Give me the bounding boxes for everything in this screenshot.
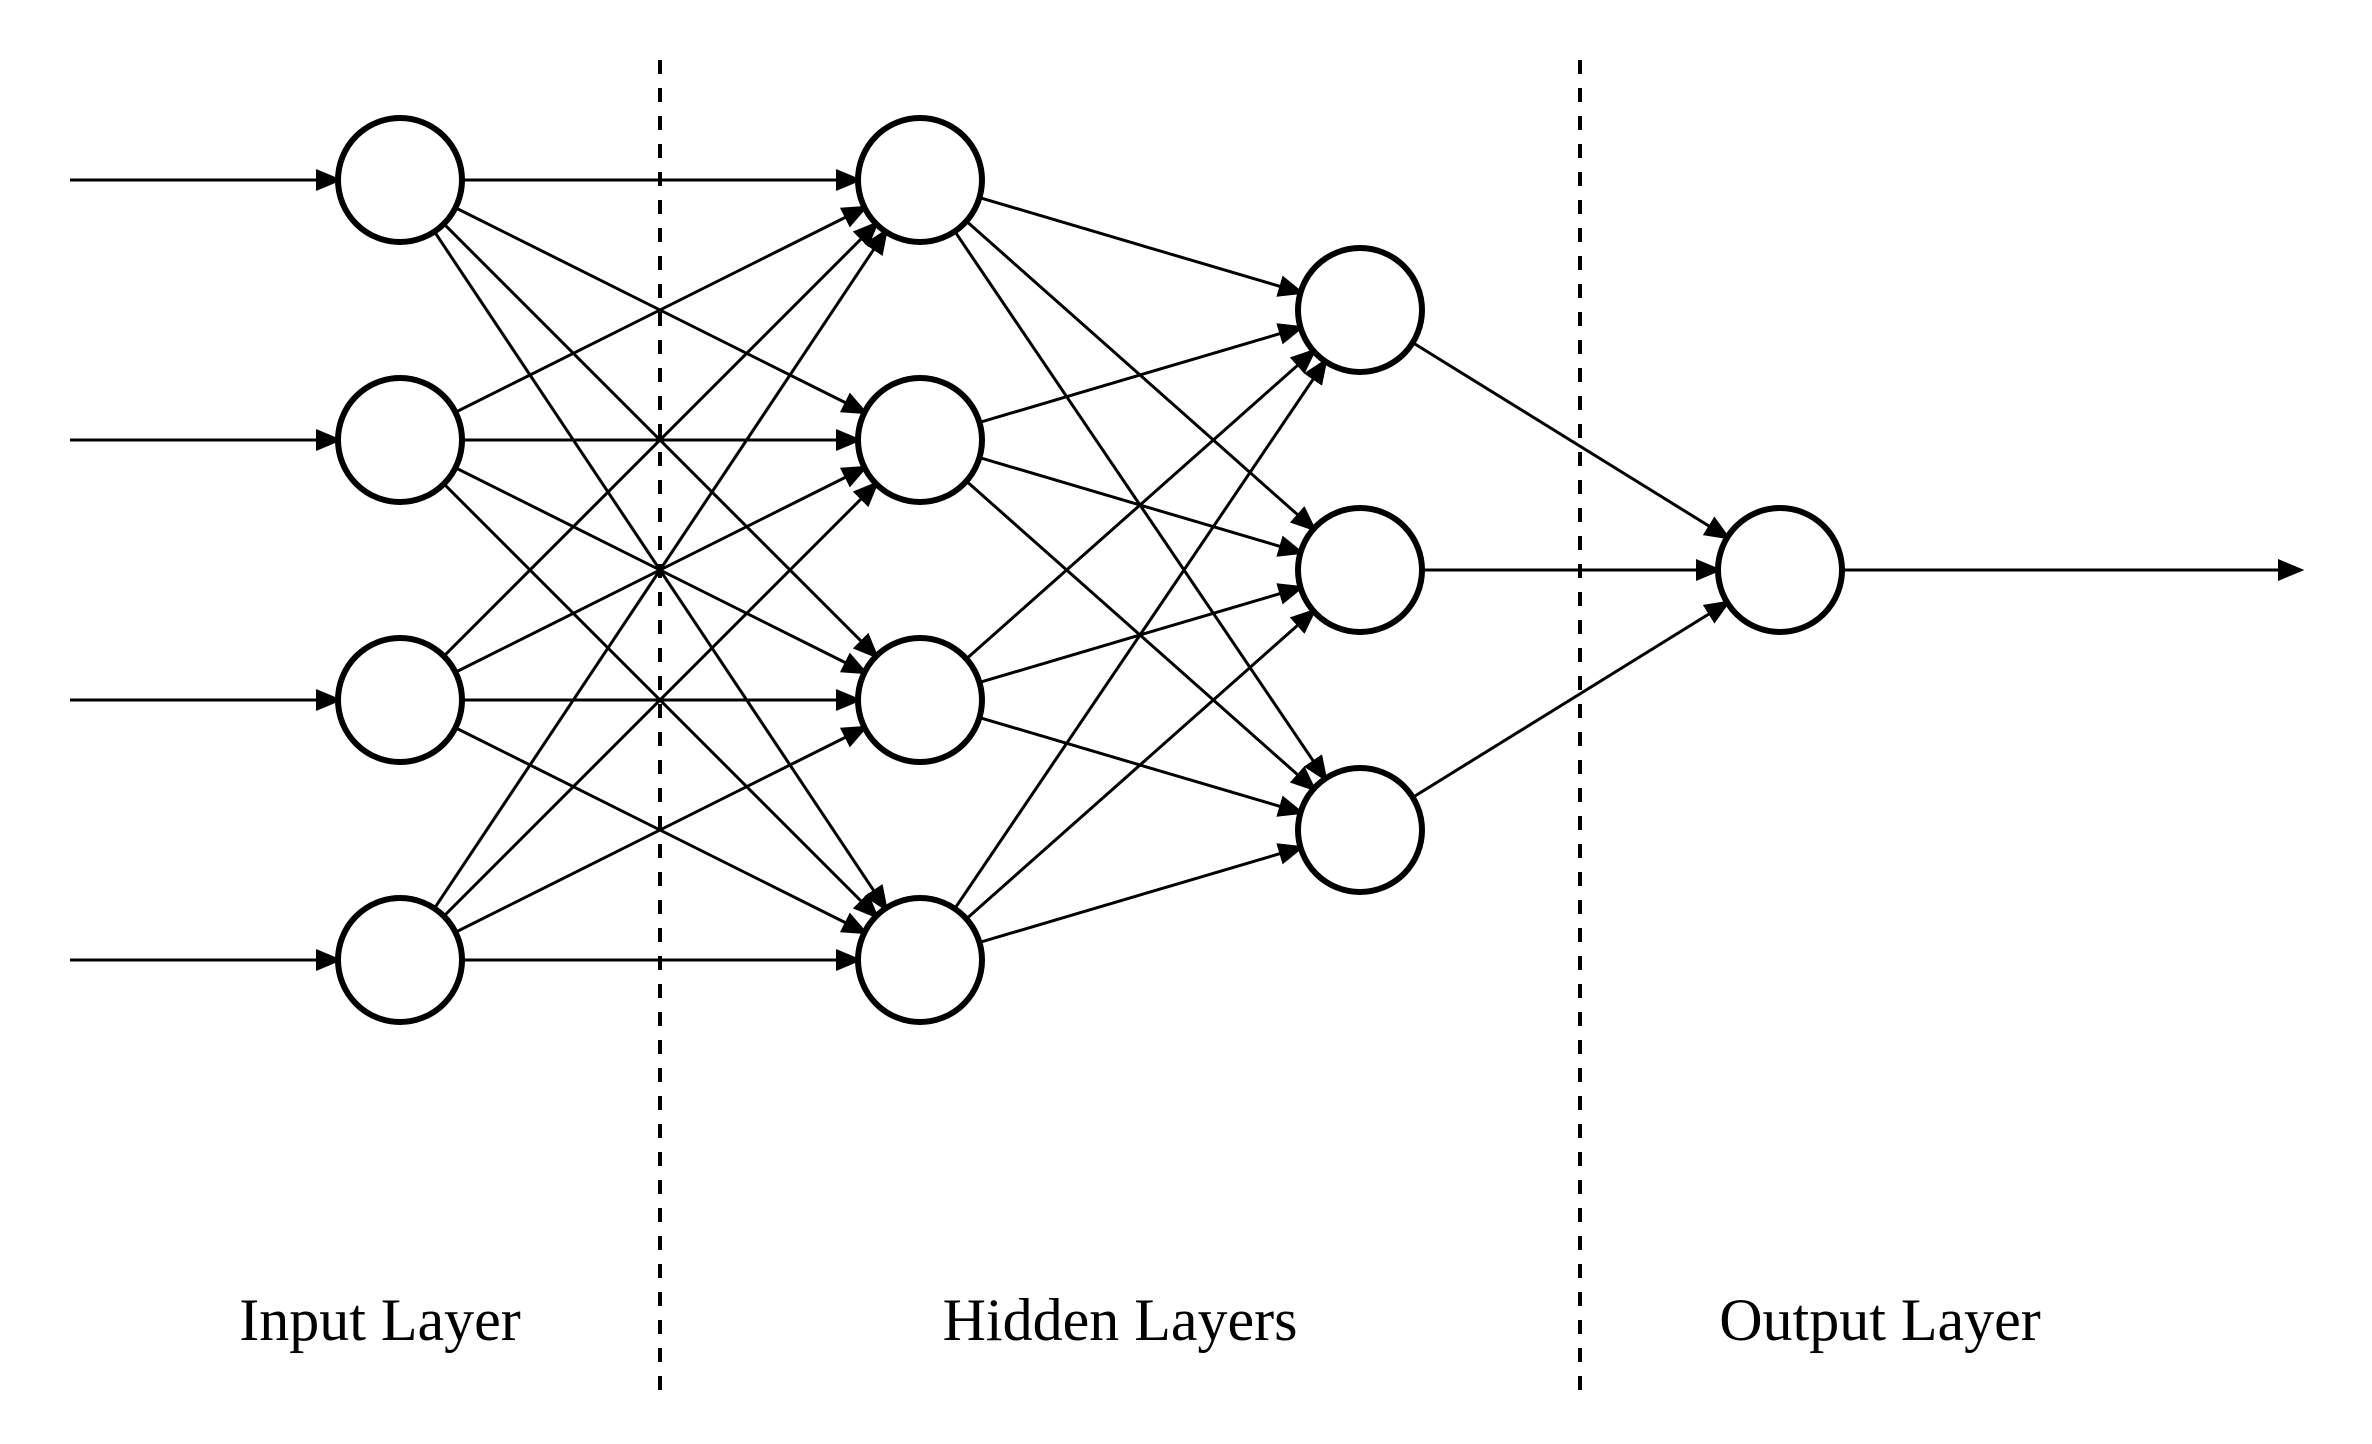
edge-1-3-2-0 <box>955 361 1325 908</box>
label-input: Input Layer <box>239 1287 521 1353</box>
node-input-2 <box>338 638 462 762</box>
node-hidden2-2 <box>1298 768 1422 892</box>
node-hidden2-1 <box>1298 508 1422 632</box>
node-input-3 <box>338 898 462 1022</box>
node-hidden1-1 <box>858 378 982 502</box>
edge-1-3-2-2 <box>979 848 1300 943</box>
node-hidden1-3 <box>858 898 982 1022</box>
edge-1-0-2-0 <box>979 198 1300 293</box>
label-hidden: Hidden Layers <box>943 1287 1298 1353</box>
edge-1-2-2-0 <box>966 351 1313 659</box>
edge-1-3-2-1 <box>966 611 1313 919</box>
neural-network-diagram: Input Layer Hidden Layers Output Layer <box>0 0 2372 1444</box>
edge-2-2-3-0 <box>1413 603 1728 798</box>
edges-group <box>70 180 2300 960</box>
node-hidden1-2 <box>858 638 982 762</box>
node-input-0 <box>338 118 462 242</box>
node-hidden1-0 <box>858 118 982 242</box>
node-output-0 <box>1718 508 1842 632</box>
label-output: Output Layer <box>1719 1287 2041 1353</box>
node-input-1 <box>338 378 462 502</box>
dividers-group <box>660 60 1580 1400</box>
node-hidden2-0 <box>1298 248 1422 372</box>
edge-1-1-2-0 <box>979 328 1300 423</box>
labels-group: Input Layer Hidden Layers Output Layer <box>239 1287 2041 1353</box>
edge-2-0-3-0 <box>1413 343 1728 538</box>
